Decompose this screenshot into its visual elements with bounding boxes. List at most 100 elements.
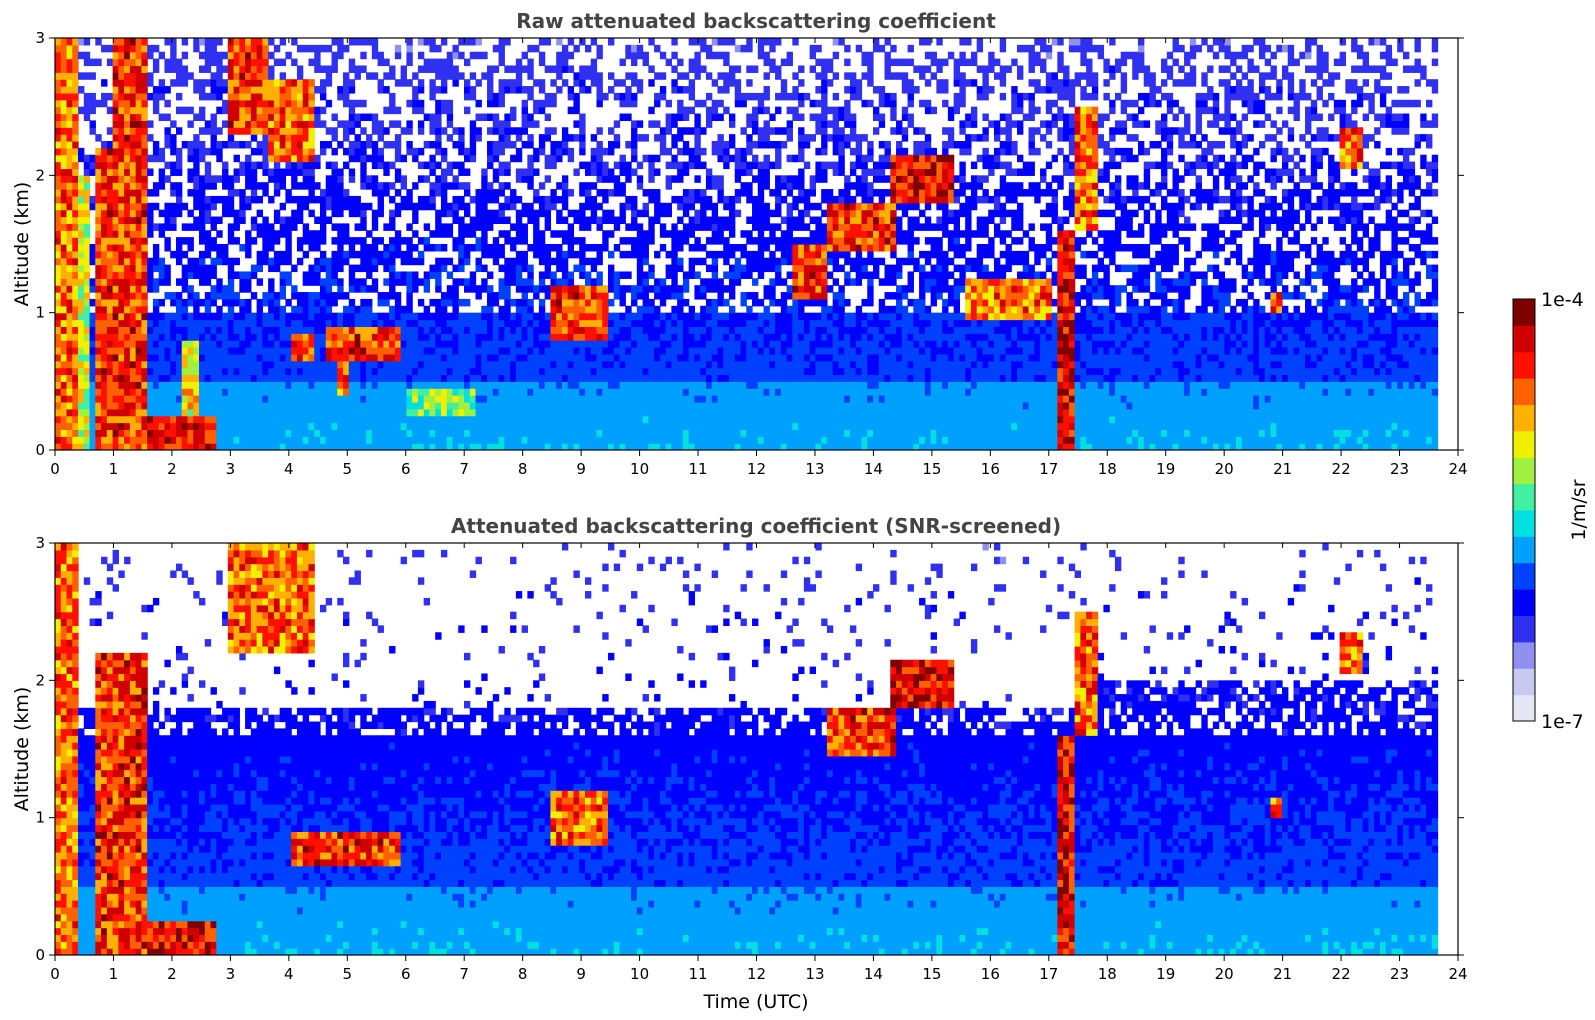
heatmap-cell [216, 141, 223, 149]
heatmap-cell [112, 92, 119, 101]
heatmap-cell [377, 353, 384, 362]
heatmap-cell [429, 319, 436, 327]
heatmap-cell [417, 326, 425, 334]
heatmap-cell [181, 141, 189, 149]
heatmap-cell [291, 367, 298, 376]
heatmap-cell [262, 127, 269, 135]
heatmap-cell [233, 127, 240, 135]
heatmap-cell [510, 374, 517, 382]
heatmap-cell [118, 326, 125, 334]
heatmap-cell [72, 347, 79, 355]
heatmap-cell [129, 113, 137, 121]
heatmap-cell [204, 51, 212, 60]
heatmap-cell [521, 120, 528, 128]
heatmap-cell [222, 298, 229, 307]
heatmap-cell [492, 147, 500, 156]
heatmap-cell [654, 367, 661, 376]
heatmap-cell [302, 278, 310, 286]
heatmap-cell [268, 353, 275, 362]
heatmap-cell [423, 333, 431, 341]
heatmap-cell [204, 319, 212, 327]
heatmap-cell [544, 134, 552, 142]
heatmap-cell [394, 305, 402, 314]
heatmap-cell [129, 401, 137, 410]
heatmap-cell [573, 388, 580, 396]
heatmap-cell [118, 285, 125, 293]
heatmap-cell [285, 120, 292, 128]
heatmap-cell [544, 99, 552, 108]
heatmap-cell [475, 395, 482, 403]
heatmap-cell [608, 429, 615, 437]
heatmap-cell [561, 360, 569, 369]
heatmap-cell [613, 340, 621, 348]
heatmap-cell [239, 161, 246, 170]
heatmap-cell [394, 395, 402, 403]
heatmap-cell [60, 65, 68, 73]
heatmap-cell [417, 161, 425, 170]
heatmap-cell [371, 326, 379, 334]
heatmap-cell [95, 161, 102, 170]
heatmap-cell [561, 374, 569, 382]
heatmap-cell [452, 333, 459, 341]
heatmap-cell [343, 443, 350, 450]
heatmap-cell [158, 147, 166, 156]
heatmap-cell [423, 429, 431, 437]
heatmap-cell [273, 312, 281, 321]
heatmap-cell [66, 195, 73, 204]
heatmap-cell [354, 333, 361, 341]
heatmap-cell [89, 127, 96, 135]
heatmap-cell [458, 429, 465, 437]
heatmap-cell [446, 58, 454, 67]
heatmap-cell [66, 422, 73, 430]
heatmap-cell [377, 374, 384, 382]
heatmap-cell [671, 429, 678, 437]
heatmap-cell [354, 237, 361, 245]
heatmap-cell [665, 99, 672, 108]
heatmap-cell [602, 319, 609, 327]
heatmap-cell [584, 305, 592, 314]
heatmap-cell [273, 326, 281, 334]
heatmap-cell [262, 367, 269, 376]
heatmap-cell [124, 429, 131, 437]
heatmap-cell [613, 360, 621, 369]
heatmap-cell [538, 271, 546, 279]
heatmap-cell [164, 292, 171, 300]
heatmap-cell [400, 182, 407, 190]
heatmap-cell [354, 408, 361, 417]
heatmap-cell [648, 443, 655, 450]
heatmap-cell [118, 360, 125, 369]
heatmap-cell [440, 381, 448, 389]
heatmap-cell [124, 113, 131, 121]
heatmap-cell [233, 223, 240, 231]
heatmap-cell [124, 51, 131, 60]
heatmap-cell [273, 141, 281, 149]
heatmap-cell [239, 285, 246, 293]
heatmap-cell [510, 195, 517, 204]
heatmap-cell [435, 326, 442, 334]
heatmap-cell [550, 92, 557, 101]
heatmap-cell [596, 395, 603, 403]
heatmap-cell [417, 298, 425, 307]
heatmap-cell [556, 415, 563, 424]
heatmap-cell [227, 340, 235, 348]
heatmap-cell [147, 367, 154, 376]
heatmap-cell [319, 429, 327, 437]
heatmap-cell [216, 92, 223, 101]
heatmap-cell [129, 86, 137, 94]
heatmap-cell [147, 436, 154, 444]
heatmap-cell [216, 326, 223, 334]
heatmap-cell [152, 429, 160, 437]
heatmap-cell [613, 141, 621, 149]
heatmap-cell [124, 305, 131, 314]
heatmap-cell [291, 401, 298, 410]
heatmap-cell [389, 374, 396, 382]
heatmap-cell [469, 154, 477, 163]
heatmap-cell [412, 271, 419, 279]
heatmap-cell [268, 175, 275, 183]
heatmap-cell [579, 141, 586, 149]
heatmap-cell [400, 202, 407, 211]
heatmap-cell [406, 120, 413, 128]
heatmap-cell [613, 415, 621, 424]
heatmap-cell [452, 195, 459, 204]
heatmap-cell [175, 347, 183, 355]
